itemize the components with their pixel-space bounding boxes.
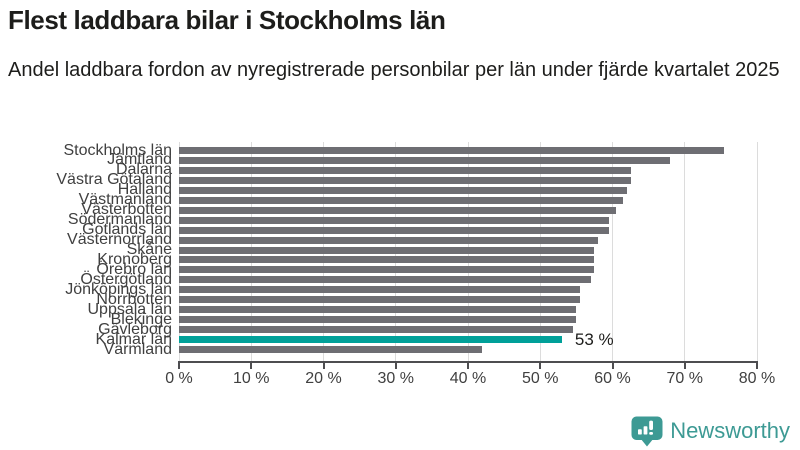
- bar: [179, 296, 580, 304]
- y-axis-label: Jönköpings län: [65, 280, 172, 298]
- x-axis-tick-label: 80 %: [738, 370, 776, 387]
- y-axis-label: Kalmar län: [95, 330, 172, 348]
- gridline: [684, 142, 686, 361]
- y-axis-label: Kronoberg: [97, 250, 172, 268]
- bar-highlighted: [179, 336, 562, 344]
- brand-footer: Newsworthy: [631, 414, 790, 448]
- y-axis-label: Örebro län: [96, 260, 172, 278]
- bar: [179, 156, 671, 164]
- gridline: [612, 142, 613, 361]
- x-axis-tick-label: 60 %: [594, 370, 631, 387]
- bar: [179, 216, 609, 224]
- y-axis-label: Gävleborg: [98, 320, 172, 338]
- x-axis-tick-label: 30 %: [377, 370, 414, 387]
- bar: [179, 286, 580, 294]
- y-axis-label: Norrbotten: [96, 290, 172, 308]
- axis-tick-mark: [467, 363, 469, 369]
- bar: [179, 226, 609, 234]
- y-axis-label: Värmland: [103, 340, 172, 358]
- gridline: [756, 142, 758, 361]
- bar: [179, 266, 595, 274]
- bar: [179, 166, 631, 174]
- x-axis-tick-label: 20 %: [305, 370, 342, 387]
- axis-tick-mark: [756, 363, 758, 369]
- value-annotation: 53 %: [574, 329, 614, 349]
- y-axis-label: Dalarna: [115, 161, 172, 179]
- y-axis-label: Västmanland: [78, 191, 172, 209]
- axis-tick-mark: [611, 363, 614, 369]
- x-axis-tick-label: 0 %: [165, 370, 193, 387]
- bar: [179, 256, 595, 264]
- bar: [179, 236, 599, 244]
- y-axis-label: Västra Götaland: [56, 171, 172, 189]
- y-axis-label: Västerbotten: [81, 201, 172, 219]
- axis-tick-mark: [322, 363, 325, 369]
- x-axis-tick-label: 40 %: [449, 370, 487, 387]
- y-axis-label: Västernorrland: [67, 231, 172, 249]
- bar: [179, 147, 725, 154]
- bar: [179, 326, 573, 334]
- bar: [179, 196, 624, 204]
- bar: [179, 176, 631, 184]
- y-axis-label: Jämtland: [107, 151, 172, 169]
- y-axis-label: Stockholms län: [63, 141, 173, 159]
- bar: [179, 276, 591, 284]
- axis-tick-mark: [394, 363, 397, 369]
- bar: [179, 316, 577, 324]
- x-axis-tick-label: 10 %: [233, 370, 270, 387]
- axis-tick-mark: [683, 363, 686, 369]
- chart-title: Flest laddbara bilar i Stockholms län: [8, 5, 446, 35]
- bar: [179, 186, 627, 194]
- chart-subtitle: Andel laddbara fordon av nyregistrerade …: [8, 59, 780, 81]
- y-axis-label: Blekinge: [110, 310, 172, 328]
- y-axis-label: Skåne: [126, 241, 172, 258]
- axis-tick-mark: [250, 363, 253, 369]
- bar: [179, 206, 617, 214]
- y-axis-label: Uppsala län: [87, 300, 173, 318]
- bar: [179, 306, 577, 314]
- newsworthy-logo-icon: [631, 416, 663, 447]
- y-axis-label: Östergötland: [80, 270, 172, 288]
- axis-tick-mark: [178, 363, 180, 369]
- y-axis-label: Södermanland: [67, 211, 172, 229]
- y-axis-label: Halland: [117, 181, 172, 199]
- axis-line: [178, 361, 758, 363]
- y-axis-label: Gotlands län: [82, 221, 172, 239]
- x-axis-tick-label: 50 %: [522, 370, 559, 387]
- bar: [179, 246, 595, 254]
- bar: [179, 346, 483, 353]
- axis-tick-mark: [539, 363, 542, 369]
- x-axis-tick-label: 70 %: [666, 370, 703, 387]
- brand-wordmark: Newsworthy: [670, 418, 790, 443]
